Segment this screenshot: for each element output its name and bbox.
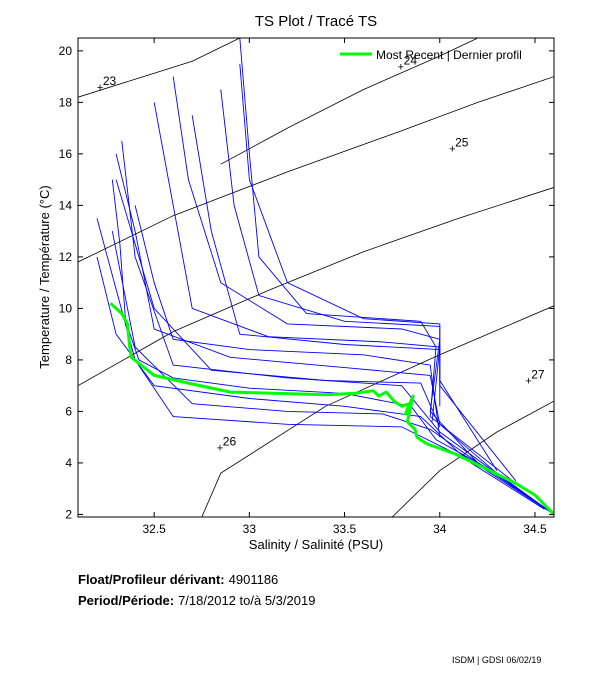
profile-line	[111, 179, 554, 515]
x-tick-label: 33.5	[333, 522, 357, 536]
profile-line	[96, 256, 554, 515]
contour-label: 25	[455, 136, 469, 150]
most-recent-profile-line	[109, 302, 554, 516]
contour-plus-marker: +	[97, 82, 103, 94]
contour-plus-marker: +	[449, 144, 455, 156]
density-contour-line	[220, 38, 478, 165]
y-tick-label: 2	[65, 507, 72, 521]
y-tick-label: 6	[65, 404, 72, 418]
y-tick-label: 4	[65, 456, 72, 470]
density-contour-line	[201, 305, 554, 517]
y-tick-label: 20	[59, 44, 73, 58]
profile-line	[220, 89, 517, 482]
y-tick-label: 8	[65, 353, 72, 367]
contour-plus-marker: +	[525, 376, 531, 388]
profile-line	[239, 38, 517, 484]
contour-labels: +23+ 24+ 25+ 26+ 27	[97, 53, 545, 454]
profile-line	[111, 231, 498, 477]
profile-line	[172, 76, 554, 515]
density-contours	[78, 38, 554, 517]
legend: Most Recent | Dernier profil	[340, 48, 522, 62]
profile-series	[96, 38, 554, 515]
y-axis-label: Temperature / Température (°C)	[37, 185, 52, 368]
legend-label: Most Recent | Dernier profil	[376, 48, 522, 62]
y-tick-label: 10	[59, 301, 73, 315]
float-label: Float/Profileur dérivant:	[78, 572, 225, 587]
contour-plus-marker: +	[217, 442, 223, 454]
period-value: 7/18/2012 to/à 5/3/2019	[178, 593, 316, 608]
contour-label: 26	[223, 434, 237, 448]
y-tick-label: 14	[59, 198, 73, 212]
density-contour-line	[391, 400, 554, 517]
profile-line	[115, 179, 441, 428]
y-tick-label: 16	[59, 147, 73, 161]
profile-line	[134, 205, 441, 438]
chart-title: TS Plot / Tracé TS	[255, 13, 377, 30]
x-tick-label: 34.5	[523, 522, 547, 536]
density-contour-line	[78, 187, 554, 387]
profile-line	[121, 140, 536, 502]
period-label: Period/Période:	[78, 593, 175, 608]
x-tick-label: 32.5	[142, 522, 166, 536]
most-recent-series	[109, 302, 554, 516]
profile-line	[239, 63, 498, 471]
plot-frame	[77, 37, 555, 518]
x-tick-label: 34	[433, 522, 447, 536]
period-info: Period/Période: 7/18/2012 to/à 5/3/2019	[78, 593, 315, 608]
x-axis-label: Salinity / Salinité (PSU)	[249, 537, 383, 552]
float-value: 4901186	[228, 572, 279, 587]
contour-label: 23	[103, 74, 117, 88]
float-info: Float/Profileur dérivant: 4901186	[78, 572, 278, 587]
density-contour-line	[78, 38, 240, 98]
contour-label: 27	[531, 368, 545, 382]
x-axis: 32.5 33 33.5 34 34.5	[142, 38, 547, 536]
contour-label: 24	[404, 53, 418, 67]
profile-line	[115, 153, 554, 515]
profile-line	[191, 115, 441, 407]
x-tick-label: 33	[243, 522, 257, 536]
y-tick-label: 18	[59, 95, 73, 109]
credit-text: ISDM | GDSI 06/02/19	[452, 655, 542, 665]
contour-plus-marker: +	[398, 61, 404, 73]
y-tick-label: 12	[59, 250, 73, 264]
density-contour-line	[78, 76, 554, 263]
